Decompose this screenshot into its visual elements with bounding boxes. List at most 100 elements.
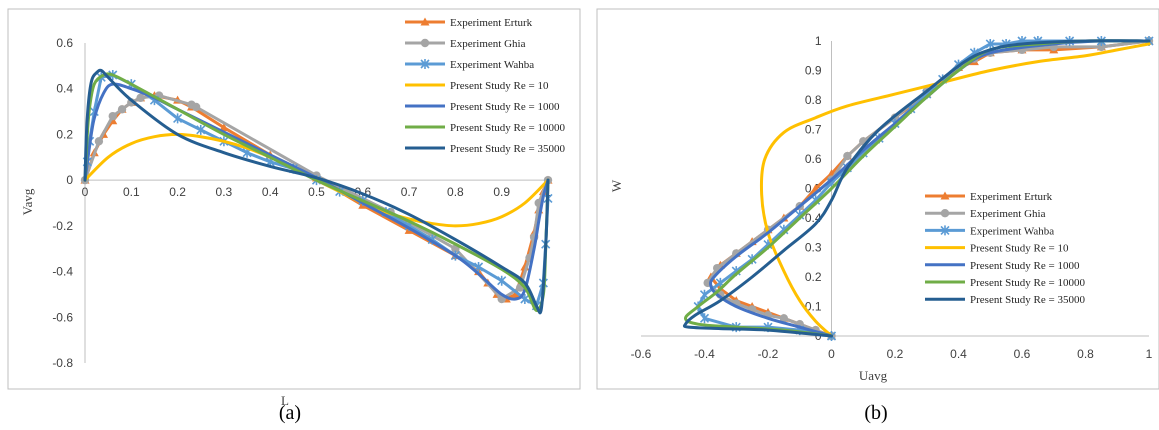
x-tick-label: 0.2 [169,185,186,199]
legend-label: Experiment Ghia [450,38,526,50]
y-tick-label: -0.6 [52,310,73,324]
x-tick-label: -0.4 [694,347,715,361]
legend-label: Present Study Re = 1000 [450,101,560,113]
legend-label: Present Study Re = 35000 [450,143,565,155]
x-tick-label: 1 [1146,347,1153,361]
y-tick-label: 0 [66,173,73,187]
legend-item: Experiment Wahba [405,59,534,71]
series-present-study-re-10 [759,42,1151,338]
legend-label: Experiment Wahba [450,59,534,71]
legend-label: Experiment Wahba [970,225,1054,237]
y-tick-label: 0.6 [805,152,822,166]
data-point-s2-24 [985,38,995,49]
legend-item: Experiment Erturk [405,17,533,29]
legend-item: Present Study Re = 10 [405,80,549,92]
x-axis-title: L [281,393,289,408]
series-line-6 [83,68,550,315]
series-present-study-re-35000 [682,39,1151,338]
x-tick-label: -0.6 [631,347,652,361]
data-point-s2-legend [940,225,950,236]
data-point-s1-legend [940,209,950,218]
data-point-s0-legend [940,191,950,200]
data-point-s0-20 [511,289,521,298]
data-point-s1-1 [94,137,104,146]
data-point-s1-legend [420,38,430,48]
y-tick-label: -0.2 [52,219,73,233]
y-tick-label: 0.4 [56,82,73,96]
y-tick-label: 0.8 [805,93,822,107]
legend-label: Present Study Re = 35000 [970,294,1085,306]
data-point-s0-10 [219,123,229,132]
legend-item: Experiment Ghia [925,208,1046,220]
legend-label: Experiment Erturk [970,191,1053,203]
legend-item: Present Study Re = 10000 [405,122,565,134]
legend-item: Present Study Re = 10000 [925,277,1085,289]
chart-a: 0 0.1 0.2 0.3 0.4 0.5 0.6 0.7 0.8 0.9 10.60.40.20-… [7,8,581,424]
legend-label: Present Study Re = 1000 [970,260,1080,272]
x-tick-label: 0.6 [1014,347,1031,361]
x-tick-label: 0.8 [447,185,464,199]
legend-label: Experiment Ghia [970,208,1046,220]
legend: Experiment Erturk Experiment Ghia Experime… [405,17,565,155]
y-axis-title: Vavg [20,188,35,215]
legend-label: Experiment Erturk [450,17,533,29]
data-point-s1-14 [843,151,852,161]
legend-item: Present Study Re = 1000 [405,101,560,113]
y-tick-label: -0.8 [52,356,73,370]
series-line-5 [83,72,550,312]
data-point-s2-4 [699,313,710,324]
y-axis-title: W [609,179,624,192]
data-point-s1-3 [779,314,789,323]
legend-item: Present Study Re = 35000 [925,294,1085,306]
panel-caption: (a) [279,402,301,424]
legend-item: Experiment Erturk [925,191,1053,203]
x-tick-label: 0.2 [887,347,904,361]
x-tick-label: 0.8 [1077,347,1094,361]
chart-b: -0.6 -0.4 -0.2 0 0.2 0.4 0.6 0.8 1 1 0.9 0.8 0.7 0.6 0… [596,8,1159,424]
x-tick-label: 0.5 [308,185,325,199]
y-tick-label: 0.3 [805,241,822,255]
y-tick-label: 0.9 [805,64,822,78]
x-tick-label: 0.3 [216,185,233,199]
legend-label: Present Study Re = 10000 [970,277,1085,289]
data-point-s1-3 [117,105,127,114]
chart-frame [596,8,1159,390]
x-tick-label: 0 [82,185,89,199]
y-tick-label: 1 [815,34,822,48]
y-tick-label: 0.2 [56,127,73,141]
x-tick-label: 0 [828,347,835,361]
legend-label: Present Study Re = 10 [450,80,549,92]
series-experiment-ghia [80,91,553,304]
x-tick-label: 0.4 [262,185,279,199]
series-line-3 [759,42,1151,338]
x-tick-label: 0.1 [123,185,140,199]
data-point-s2-legend [420,59,430,69]
series-present-study-re-1000 [709,39,1151,338]
series-line-6 [682,39,1151,338]
y-tick-label: 0.1 [805,300,822,314]
series-present-study-re-10000 [83,72,550,312]
data-point-s1-8 [191,102,201,112]
legend-item: Experiment Ghia [405,38,526,50]
data-point-s1-23 [1097,42,1106,52]
x-tick-label: -0.2 [758,347,779,361]
legend-item: Experiment Wahba [925,225,1054,237]
legend-label: Present Study Re = 10 [970,243,1069,255]
data-point-s2-6 [699,289,710,300]
data-point-s2-21 [497,275,507,286]
x-tick-label: 0.4 [950,347,967,361]
legend: Experiment Erturk Experiment Ghia Experime… [925,191,1085,306]
series-present-study-re-35000 [83,68,550,315]
data-point-s2-8 [196,124,206,135]
y-tick-label: -0.4 [52,265,73,279]
legend-label: Present Study Re = 10000 [450,122,565,134]
legend-item: Present Study Re = 10 [925,243,1069,255]
x-tick-label: 0.9 [493,185,510,199]
legend-item: Present Study Re = 35000 [405,143,565,155]
data-point-s1-2 [108,111,117,121]
y-tick-label: 0.7 [805,123,822,137]
data-point-s2-7 [173,113,183,124]
y-tick-label: 0.2 [805,270,822,284]
y-tick-label: 0.6 [56,36,73,50]
